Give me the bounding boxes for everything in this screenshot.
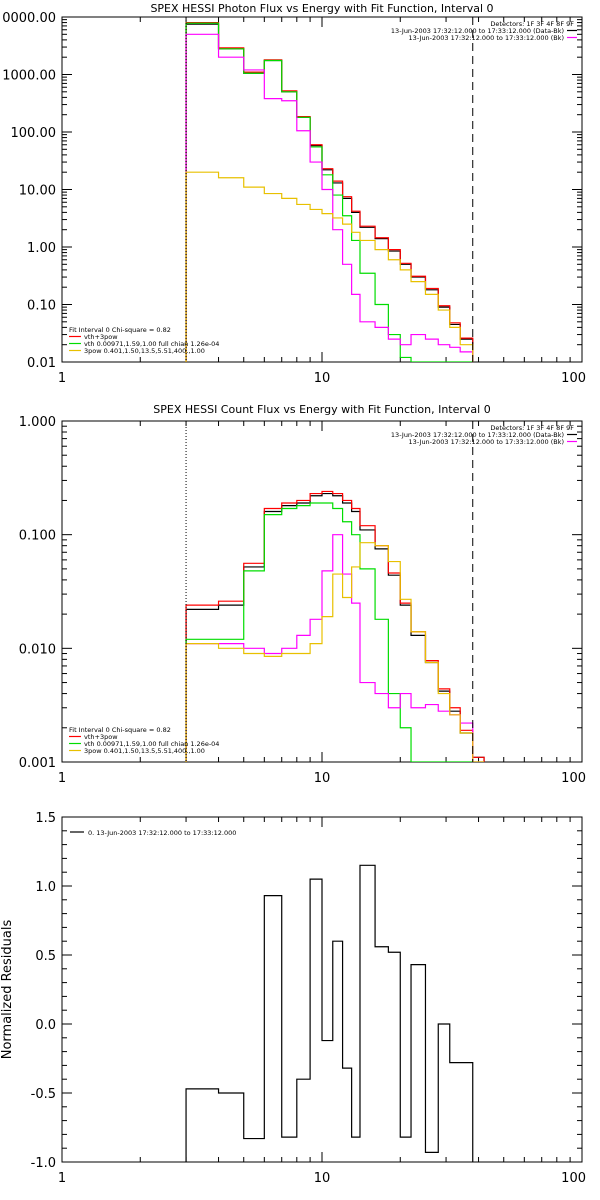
y-tick-label: 10.00	[19, 184, 56, 199]
series-4-line	[185, 171, 474, 362]
fit-legend-entry: vth 0.00971,1.59,1.00 full chian 1.26e-0…	[84, 740, 219, 748]
y-tick-label: -0.5	[31, 1087, 56, 1102]
fit-legend-entry: vth 0.00971,1.59,1.00 full chian 1.26e-0…	[84, 340, 219, 348]
legend-entry: 13-Jun-2003 17:32:12.000 to 17:33:12.000…	[391, 27, 564, 35]
series-1-line	[185, 490, 485, 762]
series-0-line	[185, 864, 474, 1162]
series-2-line	[185, 22, 473, 362]
series-4-line	[185, 542, 485, 762]
fit-legend-entry: vth+3pow	[84, 733, 118, 741]
y-tick-label: 1000.00	[2, 69, 56, 84]
fit-legend-entry: Fit Interval 0 Chi-square = 0.82	[69, 726, 171, 734]
y-tick-label: 0.0	[35, 1018, 56, 1033]
x-tick-label: 100	[561, 1171, 586, 1186]
fit-legend-entry: Fit Interval 0 Chi-square = 0.82	[69, 326, 171, 334]
residuals-panel: Normalized Residuals 1 10 100 -1.0 -0.5 0.0 0.5…	[0, 811, 586, 1186]
y-tick-label: 1.5	[35, 811, 56, 826]
y-tick-label: 1.00	[27, 241, 56, 256]
legend-entry: 13-Jun-2003 17:32:12.000 to 17:33:12.000…	[391, 431, 564, 439]
chart-title: SPEX HESSI Count Flux vs Energy with Fit…	[153, 403, 490, 416]
series-0-line	[185, 23, 474, 362]
fit-legend-entry: vth+3pow	[84, 333, 118, 341]
legend-entry: Detectors: 1F 3F 4F 8F 9F	[490, 424, 574, 432]
series-group	[185, 421, 485, 762]
x-tick-label: 1	[58, 371, 66, 386]
series-3-line	[185, 534, 485, 762]
y-tick-label: 0.001	[19, 756, 56, 771]
y-tick-label: 1.000	[19, 415, 56, 430]
y-axis-label: Normalized Residuals	[0, 920, 15, 1060]
x-tick-label: 1	[58, 771, 66, 786]
x-tick-label: 10	[314, 371, 331, 386]
series-group	[185, 864, 474, 1162]
count-flux-panel: SPEX HESSI Count Flux vs Energy with Fit…	[19, 403, 586, 786]
y-tick-label: 1.0	[35, 880, 56, 895]
x-tick-label: 1	[58, 1171, 66, 1186]
x-tick-label: 100	[561, 771, 586, 786]
legend-entry: 0. 13-Jun-2003 17:32:12.000 to 17:33:12.…	[88, 829, 236, 837]
y-tick-label: 100.00	[11, 126, 57, 141]
y-tick-label: 0.010	[19, 642, 56, 657]
series-0-line	[185, 492, 485, 762]
fit-legend-entry: 3pow 0.401,1.50,13.5,5.51,400.,1.00	[84, 747, 205, 755]
series-3-line	[185, 33, 474, 362]
x-tick-label: 10	[314, 1171, 331, 1186]
fit-legend-entry: 3pow 0.401,1.50,13.5,5.51,400.,1.00	[84, 347, 205, 355]
y-tick-label: 0.10	[27, 299, 56, 314]
series-group	[185, 17, 474, 362]
photon-flux-panel: SPEX HESSI Photon Flux vs Energy with Fi…	[2, 2, 586, 386]
series-2-line	[185, 502, 485, 762]
legend-entry: 13-Jun-2003 17:32:12.000 to 17:33:12.000…	[409, 438, 564, 446]
y-tick-label: 0.100	[19, 529, 56, 544]
chart-title: SPEX HESSI Photon Flux vs Energy with Fi…	[150, 2, 493, 15]
y-tick-label: 0.01	[27, 356, 56, 371]
y-tick-label: 0000.00	[2, 11, 56, 26]
legend-entry: 13-Jun-2003 17:32:12.000 to 17:33:12.000…	[409, 34, 564, 42]
x-tick-label: 10	[314, 771, 331, 786]
y-tick-label: -1.0	[31, 1156, 56, 1171]
x-tick-label: 100	[561, 371, 586, 386]
legend-entry: Detectors: 1F 3F 4F 8F 9F	[490, 20, 574, 28]
series-1-line	[185, 21, 474, 362]
y-tick-label: 0.5	[35, 949, 56, 964]
